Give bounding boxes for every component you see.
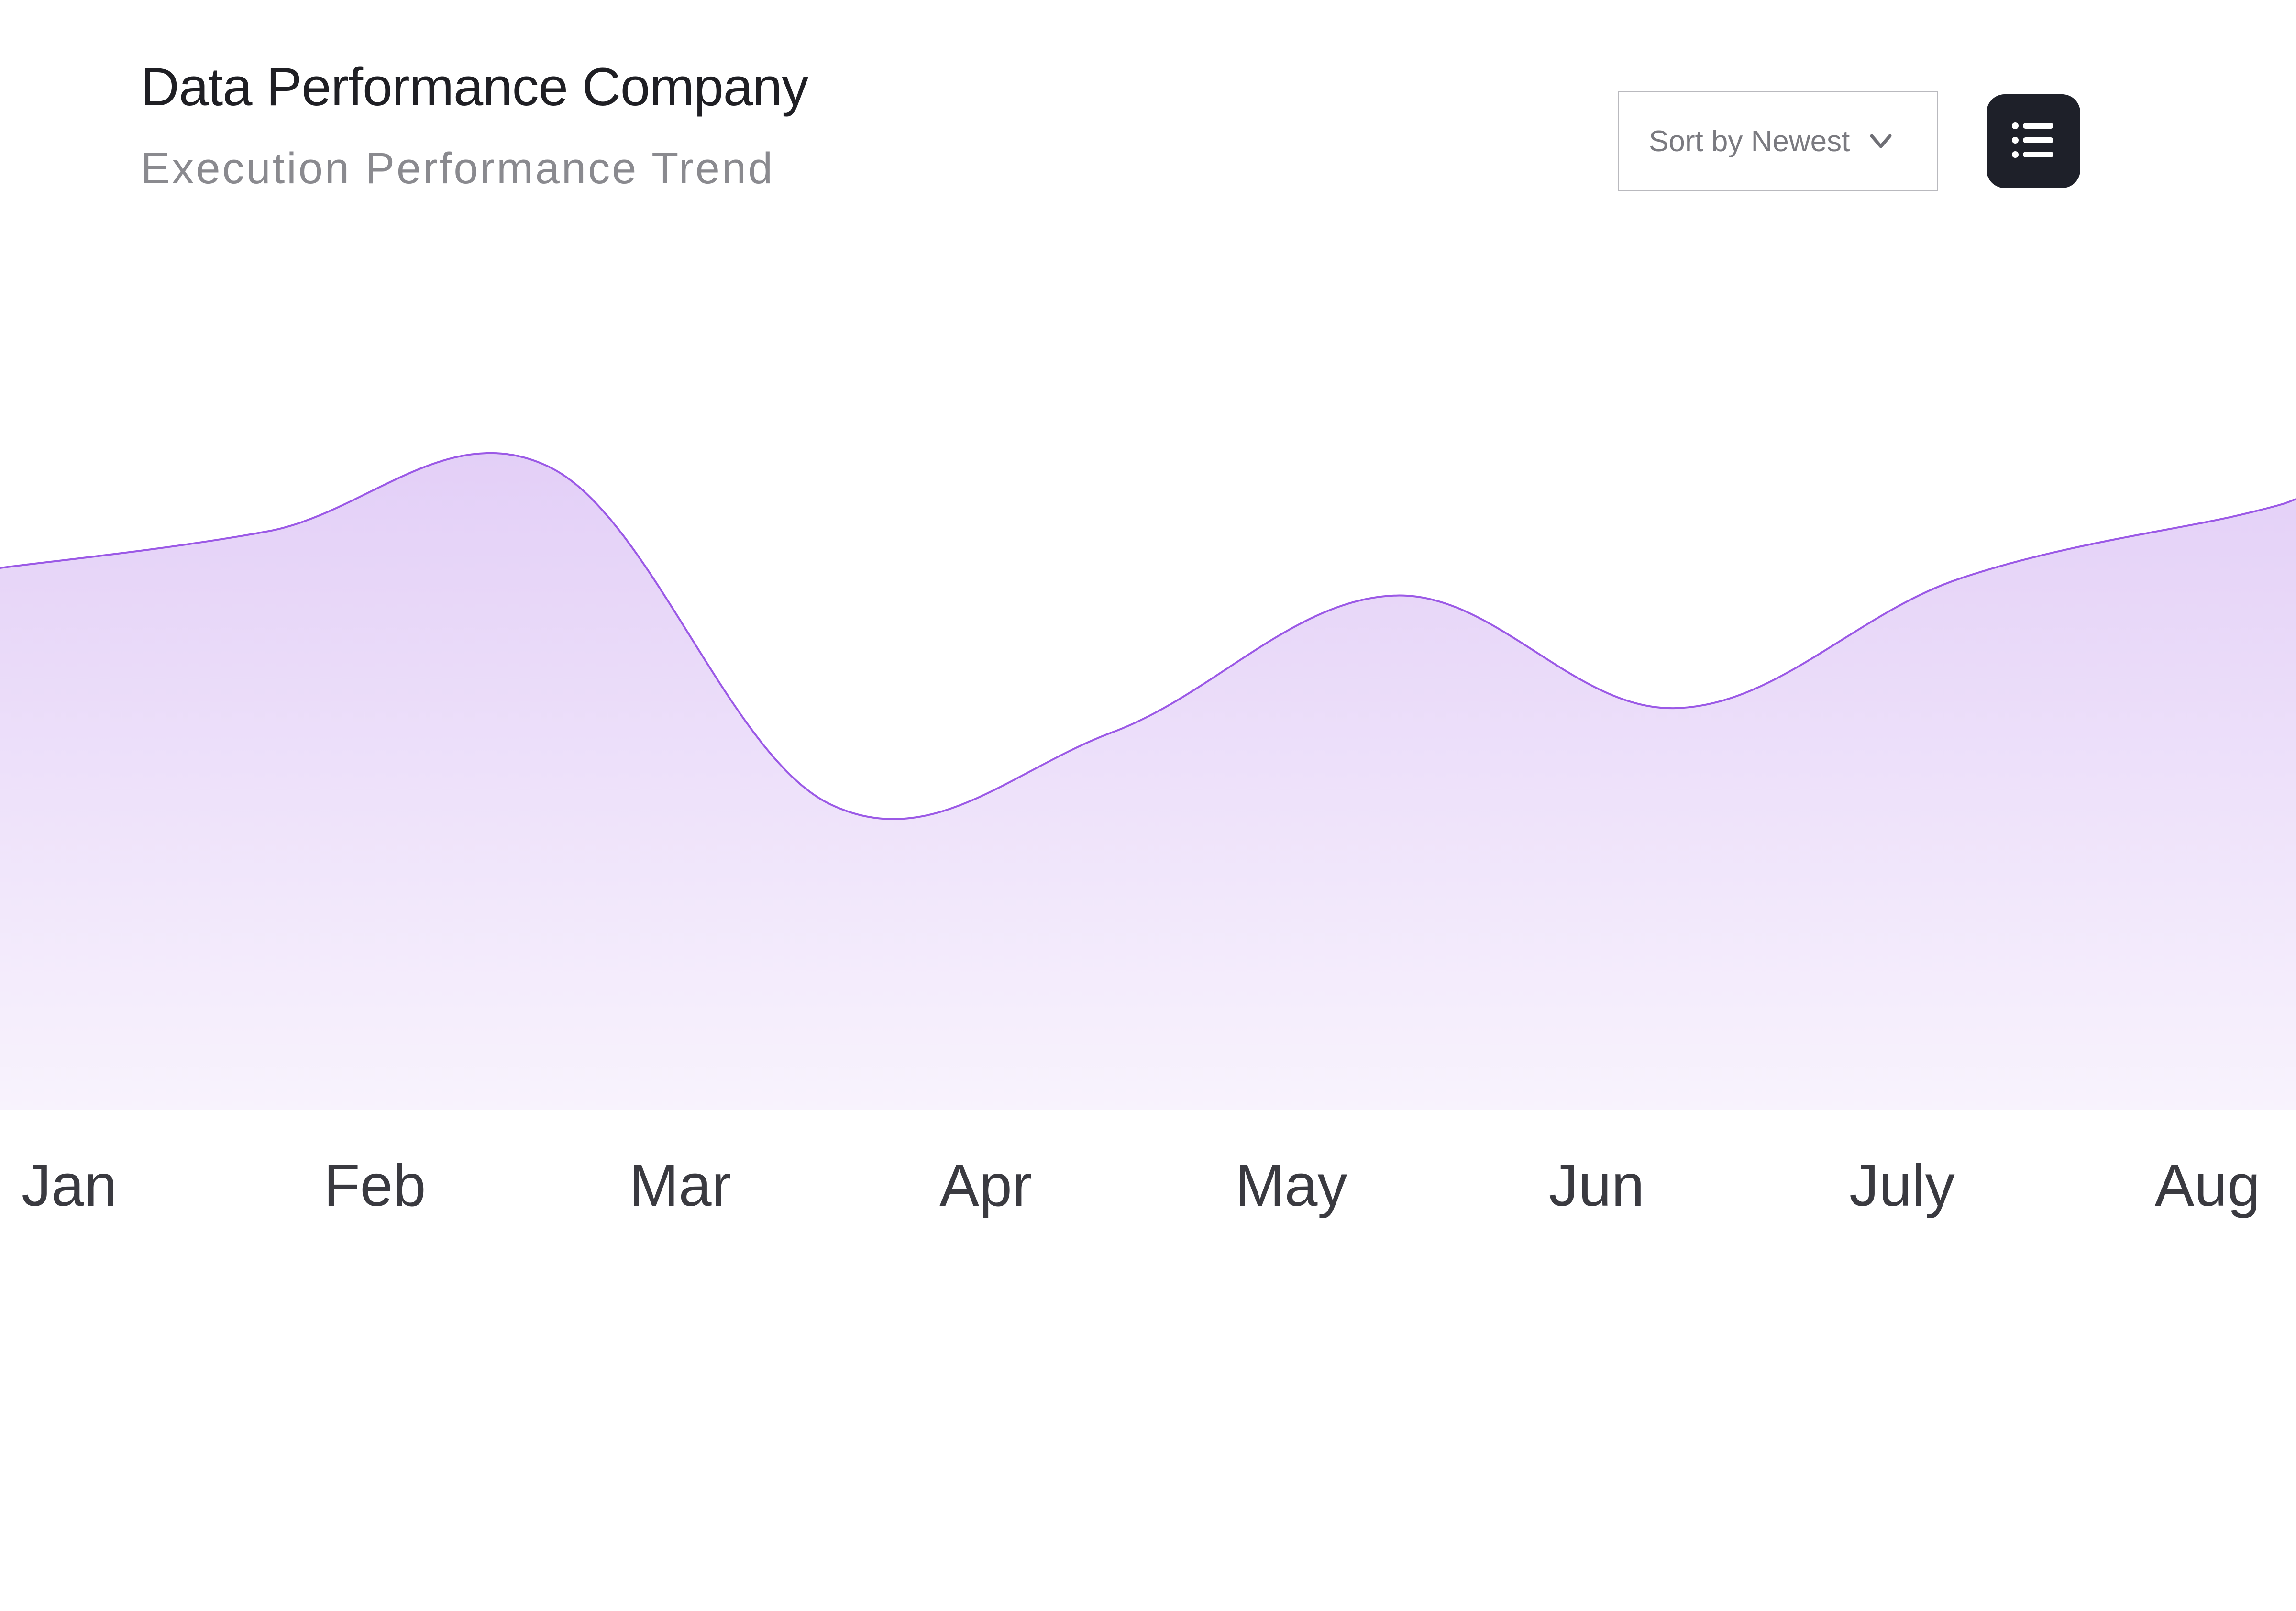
x-tick-label-mar: Mar bbox=[629, 1153, 731, 1219]
chevron-down-icon bbox=[1867, 127, 1895, 155]
series-line bbox=[0, 452, 2296, 820]
x-tick-label-apr: Apr bbox=[939, 1153, 1032, 1219]
x-tick-label-aug: Aug bbox=[2155, 1153, 2261, 1219]
x-tick-label-feb: Feb bbox=[324, 1153, 426, 1219]
x-axis-labels: Jan Feb Mar Apr May Jun July Aug bbox=[22, 1153, 2260, 1219]
x-tick-label-jun: Jun bbox=[1549, 1153, 1645, 1219]
x-tick-label-may: May bbox=[1235, 1153, 1347, 1219]
chart-subtitle: Execution Performance Trend bbox=[141, 144, 775, 193]
x-tick-label-jan: Jan bbox=[22, 1153, 117, 1219]
area-fill bbox=[0, 453, 2296, 1111]
chart-title: Data Performance Company bbox=[141, 57, 808, 117]
list-menu-button[interactable] bbox=[1987, 94, 2080, 188]
sort-dropdown[interactable]: Sort by Newest bbox=[1618, 91, 1938, 191]
x-tick-label-july: July bbox=[1849, 1153, 1955, 1219]
sort-dropdown-label: Sort by Newest bbox=[1649, 124, 1850, 158]
list-icon bbox=[2010, 120, 2056, 163]
